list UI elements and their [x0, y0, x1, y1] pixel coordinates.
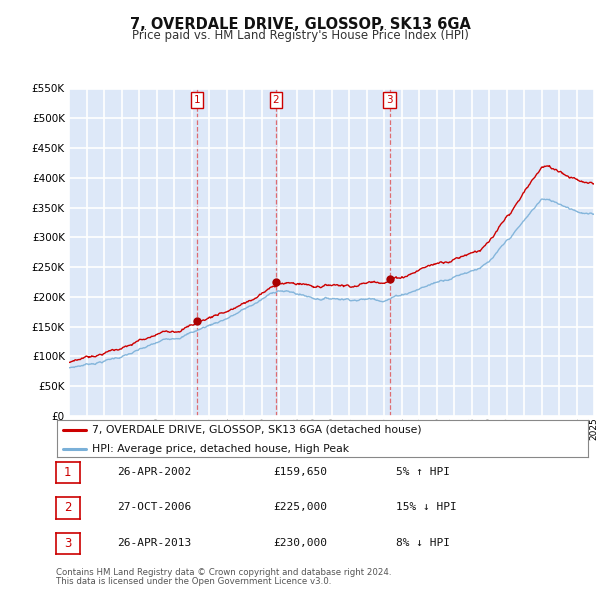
Text: 15% ↓ HPI: 15% ↓ HPI: [396, 503, 457, 512]
Text: 26-APR-2002: 26-APR-2002: [117, 467, 191, 477]
Text: 1: 1: [194, 96, 200, 106]
Text: 7, OVERDALE DRIVE, GLOSSOP, SK13 6GA (detached house): 7, OVERDALE DRIVE, GLOSSOP, SK13 6GA (de…: [92, 425, 421, 435]
Text: £225,000: £225,000: [273, 503, 327, 512]
Text: HPI: Average price, detached house, High Peak: HPI: Average price, detached house, High…: [92, 444, 349, 454]
Text: 8% ↓ HPI: 8% ↓ HPI: [396, 538, 450, 548]
Text: 3: 3: [386, 96, 393, 106]
Text: 7, OVERDALE DRIVE, GLOSSOP, SK13 6GA: 7, OVERDALE DRIVE, GLOSSOP, SK13 6GA: [130, 17, 470, 31]
Text: £159,650: £159,650: [273, 467, 327, 477]
Text: 1: 1: [64, 466, 71, 479]
Text: This data is licensed under the Open Government Licence v3.0.: This data is licensed under the Open Gov…: [56, 578, 331, 586]
Text: Contains HM Land Registry data © Crown copyright and database right 2024.: Contains HM Land Registry data © Crown c…: [56, 568, 391, 577]
Text: 3: 3: [64, 537, 71, 550]
Text: 2: 2: [64, 502, 71, 514]
Text: 27-OCT-2006: 27-OCT-2006: [117, 503, 191, 512]
Text: 2: 2: [272, 96, 279, 106]
Text: 5% ↑ HPI: 5% ↑ HPI: [396, 467, 450, 477]
Text: Price paid vs. HM Land Registry's House Price Index (HPI): Price paid vs. HM Land Registry's House …: [131, 30, 469, 42]
Text: 26-APR-2013: 26-APR-2013: [117, 538, 191, 548]
Text: £230,000: £230,000: [273, 538, 327, 548]
